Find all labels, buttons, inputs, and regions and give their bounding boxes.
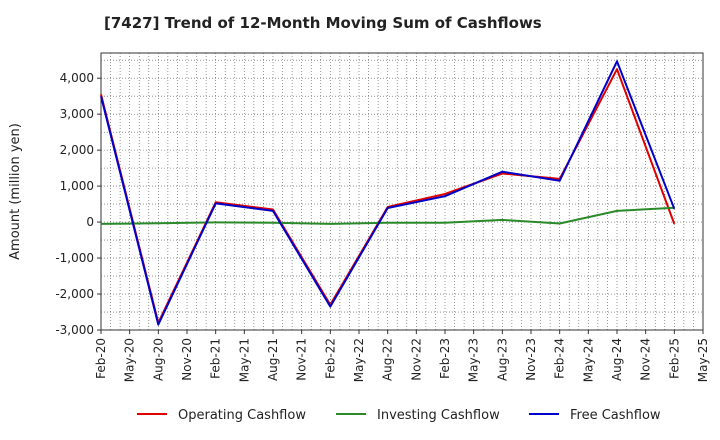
legend: Operating Cashflow Investing Cashflow Free… [137,408,661,423]
free-cashflow-legend-label: Free Cashflow [570,408,661,423]
x-axis: Feb-20 May-20 Aug-20 Nov-20 Feb-21 May-21 Aug-… [94,330,710,382]
x-tick-label: Feb-25 [667,338,681,379]
x-tick-label: May-25 [696,338,710,382]
x-tick-label: Nov-22 [409,338,423,381]
y-tick-label: 4,000 [60,71,94,85]
y-tick-label: 1,000 [60,179,94,193]
x-tick-label: Aug-23 [495,338,509,381]
y-tick-label: -1,000 [55,251,94,265]
operating-cashflow-legend-label: Operating Cashflow [178,408,306,423]
x-tick-label: Nov-20 [180,338,194,381]
x-tick-label: Feb-20 [94,338,108,379]
investing-cashflow-legend-label: Investing Cashflow [377,408,500,423]
plot-area [100,52,704,331]
x-tick-label: Nov-23 [524,338,538,381]
x-tick-label: May-22 [352,338,366,382]
x-tick-label: Feb-24 [553,338,567,379]
x-tick-label: May-24 [581,338,595,382]
x-tick-label: Feb-23 [438,338,452,379]
y-axis: 4,000 3,000 2,000 1,000 0 -1,000 -2,000 -3,000 [55,71,101,337]
grid [100,53,704,331]
x-tick-label: May-21 [237,338,251,382]
y-tick-label: 0 [86,215,94,229]
x-tick-label: Feb-21 [209,338,223,379]
chart-title: [7427] Trend of 12-Month Moving Sum of C… [104,14,542,32]
x-tick-label: May-23 [467,338,481,382]
x-tick-label: Nov-24 [639,338,653,381]
y-tick-label: 3,000 [60,107,94,121]
x-tick-label: Aug-21 [266,338,280,381]
x-tick-label: Aug-20 [151,338,165,381]
x-tick-label: Nov-21 [295,338,309,381]
y-tick-label: -2,000 [55,287,94,301]
y-tick-label: 2,000 [60,143,94,157]
free-cashflow-line [100,60,676,326]
series-lines [100,60,676,326]
x-tick-label: Aug-24 [610,338,624,381]
y-axis-title: Amount (million yen) [8,123,23,260]
x-tick-label: Feb-22 [323,338,337,379]
y-tick-label: -3,000 [55,323,94,337]
x-tick-label: May-20 [123,338,137,382]
investing-cashflow-line [100,206,675,225]
x-tick-label: Aug-22 [381,338,395,381]
